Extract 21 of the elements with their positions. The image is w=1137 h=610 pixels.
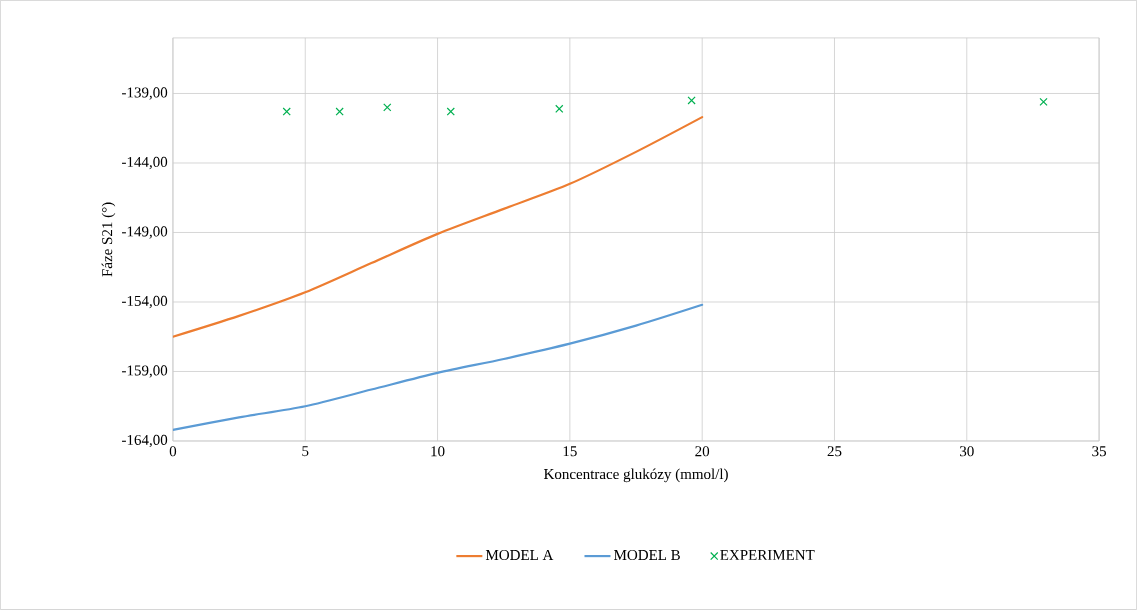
y-tick-label: -139,00 — [122, 87, 168, 100]
x-tick-label: 30 — [960, 446, 974, 457]
line-series — [172, 303, 704, 431]
legend-label: EXPERIMENT — [720, 550, 815, 560]
y-tick-label: -154,00 — [122, 295, 168, 309]
y-tick-label: -159,00 — [122, 365, 168, 378]
y-tick-label: -144,00 — [122, 156, 168, 170]
x-tick-label: 15 — [563, 446, 577, 457]
line-series — [172, 116, 704, 338]
x-tick-label: 35 — [1092, 446, 1107, 457]
y-tick-label: -149,00 — [122, 226, 168, 239]
x-tick-label: 5 — [302, 446, 309, 457]
legend-label: MODEL B — [614, 550, 680, 561]
x-tick-label: 0 — [169, 446, 177, 457]
x-tick-label: 10 — [431, 446, 445, 457]
x-axis-title: Koncentrace glukózy (mmol/l) — [543, 468, 728, 483]
x-tick-label: 20 — [695, 446, 710, 457]
x-tick-label: 25 — [827, 446, 842, 457]
y-tick-label: -164,00 — [122, 434, 168, 448]
y-axis-title: Fáze S21 (°) — [101, 202, 116, 277]
legend-label: MODEL A — [485, 550, 554, 561]
